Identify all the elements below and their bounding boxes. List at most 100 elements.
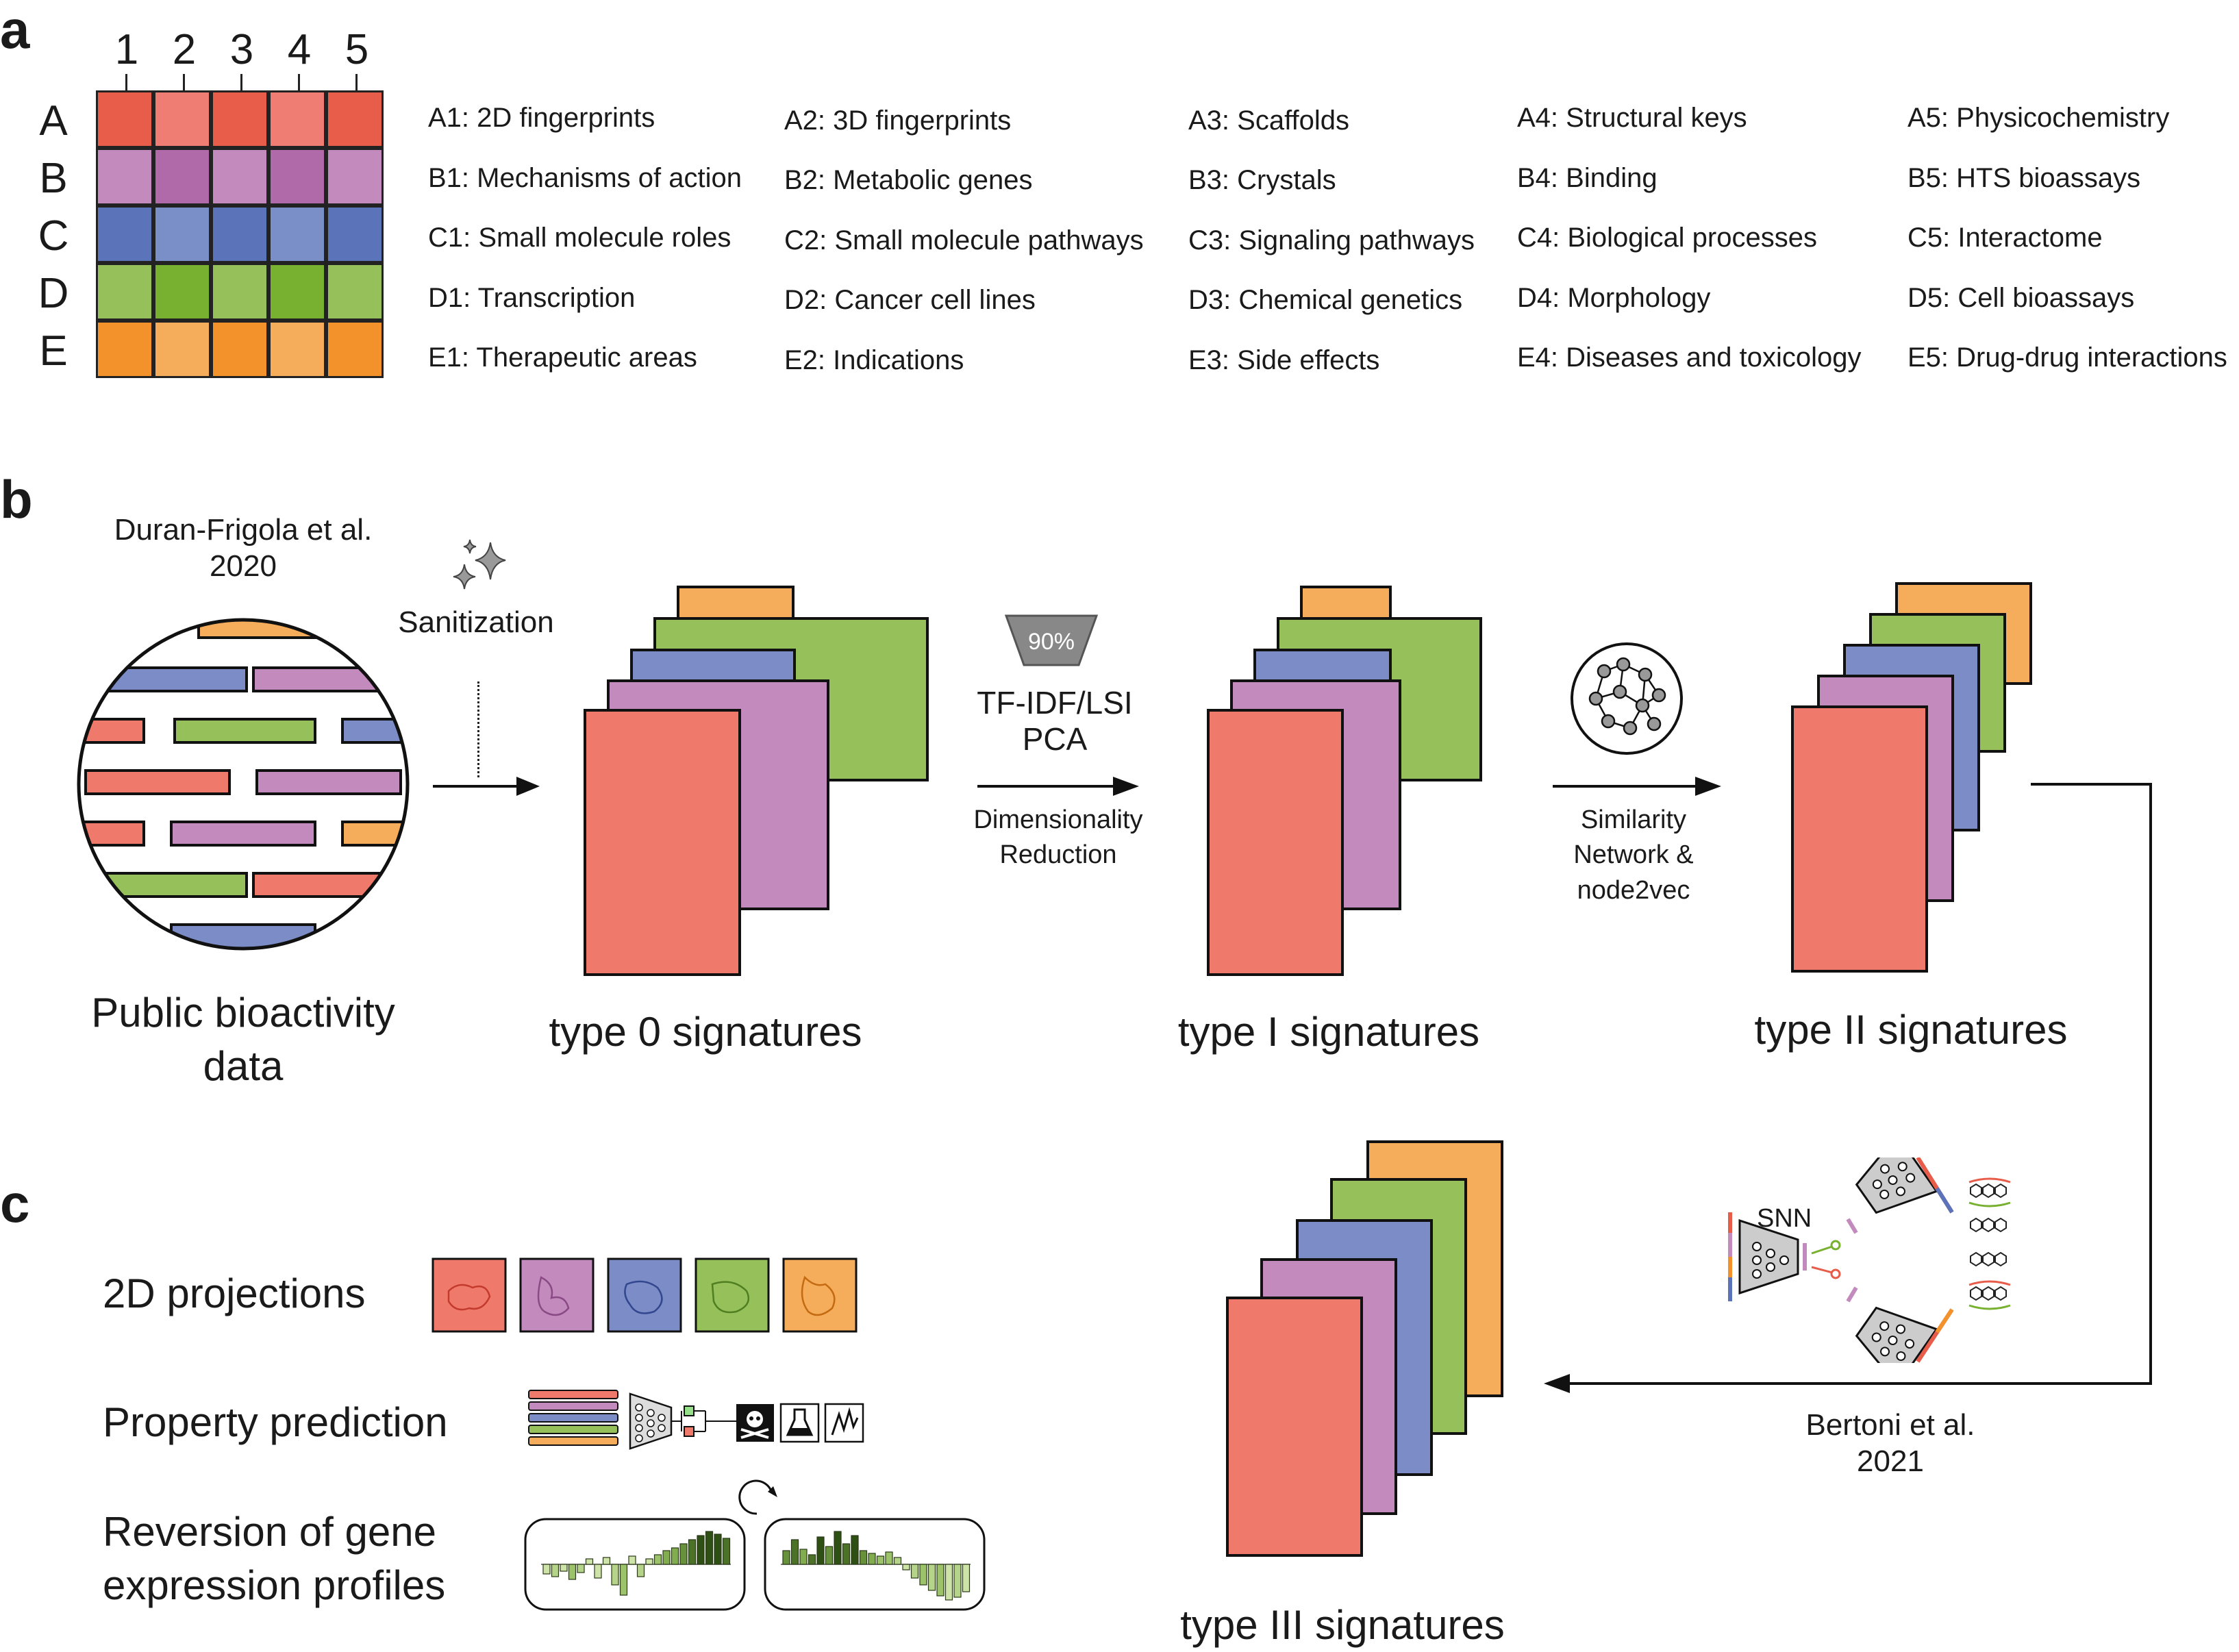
expression-bar xyxy=(885,1551,893,1565)
legend-C3: C3: Signaling pathways xyxy=(1188,225,1475,255)
funnel-percent: 90% xyxy=(1027,629,1075,655)
expression-bar xyxy=(859,1550,868,1565)
panel-label-c: c xyxy=(0,1173,30,1234)
expression-bar xyxy=(560,1564,568,1572)
grid-column-4: 4 xyxy=(287,26,312,73)
expression-bar xyxy=(902,1564,910,1570)
type2-label: type II signatures xyxy=(1754,1007,2068,1053)
expression-bar xyxy=(893,1557,902,1565)
funnel-icon xyxy=(1004,614,1099,666)
citation-bertoni: Bertoni et al. 2021 xyxy=(1699,1407,2082,1480)
grid-cell-A2 xyxy=(153,90,211,148)
expression-bar xyxy=(679,1543,688,1565)
grid-cell-D2 xyxy=(153,263,211,321)
type0-label: type 0 signatures xyxy=(549,1009,862,1055)
dimred-line1: Dimensionality xyxy=(973,805,1143,834)
legend-A4: A4: Structural keys xyxy=(1517,103,1747,133)
expression-bar xyxy=(697,1535,705,1565)
citation1-line1: Duran-Frigola et al. xyxy=(114,513,373,547)
expression-bar xyxy=(688,1539,697,1565)
grid-cell-B2 xyxy=(153,148,211,205)
expression-bar xyxy=(551,1564,560,1577)
sanitization-label: Sanitization xyxy=(398,605,554,639)
legend-E3: E3: Side effects xyxy=(1188,345,1380,375)
tick-3 xyxy=(240,74,242,90)
grid-row-E: E xyxy=(39,327,68,375)
expression-bar xyxy=(953,1564,962,1598)
public-data-line1: Public bioactivity xyxy=(91,990,395,1036)
legend-D4: D4: Morphology xyxy=(1517,283,1711,313)
simnet-line3: node2vec xyxy=(1577,875,1690,905)
expression-bar xyxy=(945,1564,953,1601)
grid-cell-D3 xyxy=(211,263,268,321)
reversion-label: Reversion of gene expression profiles xyxy=(103,1505,445,1612)
grid-cell-E3 xyxy=(211,321,268,378)
expression-bar xyxy=(585,1558,594,1565)
expression-bar xyxy=(790,1539,799,1565)
expression-bar xyxy=(645,1558,653,1565)
legend-E4: E4: Diseases and toxicology xyxy=(1517,342,1862,373)
grid-column-1: 1 xyxy=(114,26,139,73)
expression-bar xyxy=(868,1553,876,1565)
type3-label: type III signatures xyxy=(1180,1602,1505,1648)
grid-cell-E4 xyxy=(268,321,326,378)
expression-bar xyxy=(602,1557,611,1565)
citation1-line2: 2020 xyxy=(210,549,277,583)
legend-E5: E5: Drug-drug interactions xyxy=(1907,342,2227,373)
expression-bar xyxy=(705,1531,714,1565)
expression-bar xyxy=(782,1550,790,1565)
panel-label-a: a xyxy=(0,0,30,60)
dimred-line2: Reduction xyxy=(999,840,1117,870)
sanitization-dotted-line xyxy=(477,681,479,777)
dimred-label: Dimensionality Reduction xyxy=(945,803,1171,873)
expression-bar xyxy=(611,1564,619,1586)
signature-grid: 1 2 3 4 5 A B C D E xyxy=(0,0,411,411)
expression-bar xyxy=(910,1564,919,1579)
gene-expression-profiles xyxy=(524,1518,986,1611)
grid-cells xyxy=(96,90,397,392)
citation2-line2: 2021 xyxy=(1857,1444,1924,1478)
legend-D1: D1: Transcription xyxy=(428,283,636,313)
expression-bar xyxy=(851,1535,859,1565)
expression-bar xyxy=(662,1550,671,1565)
expression-bar xyxy=(842,1543,851,1565)
expression-bar xyxy=(876,1555,885,1565)
public-bioactivity-label: Public bioactivity data xyxy=(41,986,445,1093)
legend-C4: C4: Biological processes xyxy=(1517,223,1817,253)
grid-cell-A1 xyxy=(96,90,153,148)
legend-B4: B4: Binding xyxy=(1517,163,1658,193)
expression-bar xyxy=(714,1534,722,1565)
legend-B5: B5: HTS bioassays xyxy=(1907,163,2141,193)
type3-signature-stack xyxy=(1226,1140,1507,1558)
legend-E2: E2: Indications xyxy=(784,345,964,375)
expression-bar xyxy=(577,1564,585,1573)
network-icon xyxy=(1571,642,1683,755)
method-label: TF-IDF/LSI PCA xyxy=(938,685,1171,758)
expression-bar xyxy=(542,1564,551,1575)
simnet-line2: Network & xyxy=(1573,840,1694,870)
grid-row-A: A xyxy=(39,97,68,145)
property-prediction-icon xyxy=(528,1390,864,1450)
type0-card-orange xyxy=(677,586,795,620)
grid-row-D: D xyxy=(38,270,69,317)
expression-bar xyxy=(808,1554,816,1565)
legend-A5: A5: Physicochemistry xyxy=(1907,103,2170,133)
type0-card-red xyxy=(584,709,741,976)
legend-B1: B1: Mechanisms of action xyxy=(428,163,742,193)
tick-2 xyxy=(183,74,185,90)
expression-bar xyxy=(834,1531,842,1565)
panel-label-b: b xyxy=(0,469,33,529)
tick-4 xyxy=(298,74,300,90)
grid-cell-D1 xyxy=(96,263,153,321)
grid-cell-C5 xyxy=(326,205,384,263)
expression-bar xyxy=(927,1564,936,1591)
method-line1: TF-IDF/LSI xyxy=(977,685,1133,721)
sanitization-arrow xyxy=(433,777,540,796)
tick-1 xyxy=(125,74,127,90)
grid-cell-D5 xyxy=(326,263,384,321)
type1-signature-stack xyxy=(1205,586,1493,976)
grid-cell-A3 xyxy=(211,90,268,148)
siamese-network-icon xyxy=(1728,1157,2011,1363)
legend-D5: D5: Cell bioassays xyxy=(1907,283,2135,313)
method-line2: PCA xyxy=(1022,721,1088,757)
